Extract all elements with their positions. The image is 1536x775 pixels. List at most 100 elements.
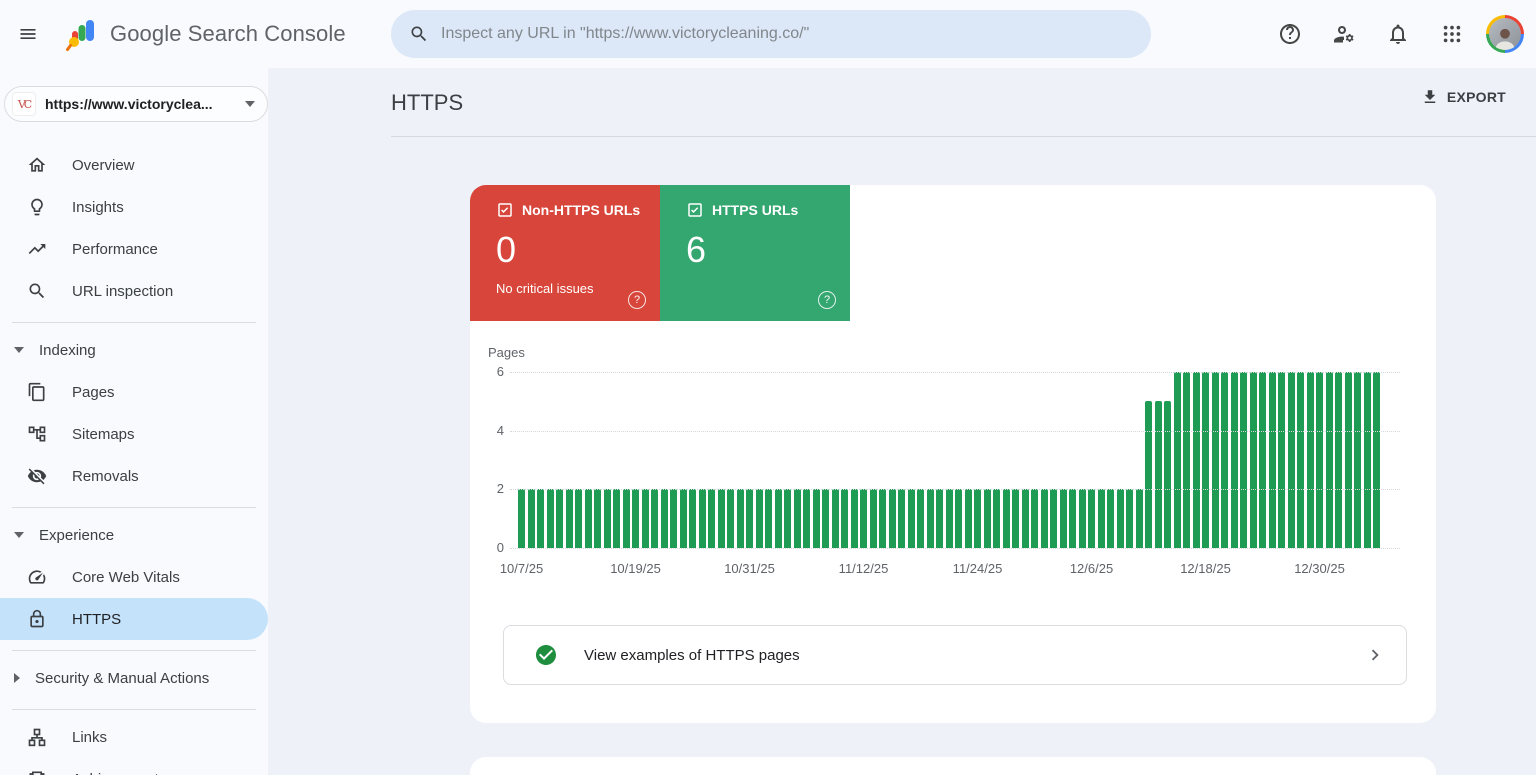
chart-bar[interactable] (945, 489, 953, 548)
chart-bar[interactable] (1050, 489, 1057, 548)
chart-bar[interactable] (936, 489, 943, 548)
chart-bar[interactable] (974, 489, 981, 548)
chart-bar[interactable] (1002, 489, 1010, 548)
chart-bar[interactable] (993, 489, 1000, 548)
chart-bar[interactable] (812, 489, 820, 548)
chart-bar[interactable] (708, 489, 715, 548)
chart-bar[interactable] (1192, 372, 1200, 548)
help-icon[interactable] (1270, 14, 1310, 54)
chart-bar[interactable] (1230, 372, 1238, 548)
sidebar-item-removals[interactable]: Removals (0, 455, 268, 497)
chart-bar[interactable] (1259, 372, 1266, 548)
chart-bar[interactable] (822, 489, 829, 548)
chart-bar[interactable] (1287, 372, 1295, 548)
user-settings-icon[interactable] (1324, 14, 1364, 54)
chart-bar[interactable] (651, 489, 658, 548)
sidebar-item-sitemaps[interactable]: Sitemaps (0, 413, 268, 455)
chart-bar[interactable] (1031, 489, 1038, 548)
chart-bar[interactable] (1344, 372, 1352, 548)
chart-bar[interactable] (698, 489, 706, 548)
chart-bar[interactable] (689, 489, 696, 548)
chart-bar[interactable] (1164, 401, 1171, 548)
sidebar-item-core-web-vitals[interactable]: Core Web Vitals (0, 556, 268, 598)
chart-bar[interactable] (888, 489, 896, 548)
chart-bar[interactable] (1354, 372, 1361, 548)
chart-bar[interactable] (1268, 372, 1276, 548)
chart-bar[interactable] (926, 489, 934, 548)
chart-bar[interactable] (1059, 489, 1067, 548)
chart-bar[interactable] (1325, 372, 1333, 548)
chart-bar[interactable] (860, 489, 867, 548)
chart-bar[interactable] (774, 489, 782, 548)
chart-bar[interactable] (1306, 372, 1314, 548)
chart-bar[interactable] (1088, 489, 1095, 548)
chart-bar[interactable] (1154, 401, 1162, 548)
chart-bar[interactable] (1373, 372, 1380, 548)
chart-bar[interactable] (1249, 372, 1257, 548)
chart-bar[interactable] (1183, 372, 1190, 548)
chart-bar[interactable] (584, 489, 592, 548)
chart-bar[interactable] (917, 489, 924, 548)
chart-bar[interactable] (1107, 489, 1114, 548)
export-button[interactable]: EXPORT (1421, 88, 1506, 106)
chart-bar[interactable] (1173, 372, 1181, 548)
chart-bar[interactable] (1202, 372, 1209, 548)
sidebar-item-overview[interactable]: Overview (0, 144, 268, 186)
chart-bar[interactable] (575, 489, 582, 548)
chart-bar[interactable] (955, 489, 962, 548)
chart-bar[interactable] (660, 489, 668, 548)
menu-icon[interactable] (6, 12, 50, 56)
chart-bar[interactable] (898, 489, 905, 548)
chart-bar[interactable] (869, 489, 877, 548)
chart-bar[interactable] (1069, 489, 1076, 548)
chart-bar[interactable] (527, 489, 535, 548)
chart-bar[interactable] (1278, 372, 1285, 548)
chart-bar[interactable] (632, 489, 639, 548)
sidebar-item-achievements[interactable]: Achievements (0, 758, 268, 775)
chart-bar[interactable] (518, 489, 525, 548)
chart-bar[interactable] (803, 489, 810, 548)
google-apps-grid-icon[interactable] (1432, 14, 1472, 54)
chart-bar[interactable] (850, 489, 858, 548)
checkbox-checked-icon[interactable] (496, 201, 514, 219)
chart-bar[interactable] (679, 489, 687, 548)
chart-bar[interactable] (793, 489, 801, 548)
sidebar-section-security-manual-actions[interactable]: Security & Manual Actions (0, 657, 268, 699)
sidebar-item-pages[interactable]: Pages (0, 371, 268, 413)
chart-bar[interactable] (613, 489, 620, 548)
chart-bar[interactable] (1211, 372, 1219, 548)
chart-bar[interactable] (907, 489, 915, 548)
sidebar-section-experience[interactable]: Experience (0, 514, 268, 556)
chart-bar[interactable] (1297, 372, 1304, 548)
chart-bar[interactable] (670, 489, 677, 548)
help-circle-icon[interactable]: ? (818, 291, 836, 309)
chart-bar[interactable] (1012, 489, 1019, 548)
chart-bar[interactable] (546, 489, 554, 548)
chart-bar[interactable] (727, 489, 734, 548)
chart-bar[interactable] (1126, 489, 1133, 548)
chart-bar[interactable] (537, 489, 544, 548)
chart-bar[interactable] (1097, 489, 1105, 548)
chart-bar[interactable] (717, 489, 725, 548)
chart-bar[interactable] (784, 489, 791, 548)
chart-bar[interactable] (1221, 372, 1228, 548)
chart-bar[interactable] (1135, 489, 1143, 548)
help-circle-icon[interactable]: ? (628, 291, 646, 309)
chart-bar[interactable] (641, 489, 649, 548)
checkbox-checked-icon[interactable] (686, 201, 704, 219)
https-card[interactable]: HTTPS URLs 6 ? (660, 185, 850, 321)
chart-bar[interactable] (879, 489, 886, 548)
chart-bar[interactable] (841, 489, 848, 548)
sidebar-item-links[interactable]: Links (0, 716, 268, 758)
sidebar-section-indexing[interactable]: Indexing (0, 329, 268, 371)
chart-bar[interactable] (983, 489, 991, 548)
chart-bar[interactable] (1040, 489, 1048, 548)
view-examples-row[interactable]: View examples of HTTPS pages (503, 625, 1407, 685)
sidebar-item-url-inspection[interactable]: URL inspection (0, 270, 268, 312)
property-selector[interactable]: VC https://www.victoryclea... (4, 86, 268, 122)
chart-bar[interactable] (1116, 489, 1124, 548)
chart-bar[interactable] (1316, 372, 1323, 548)
chart-bar[interactable] (964, 489, 972, 548)
chart-bar[interactable] (746, 489, 753, 548)
sidebar-item-insights[interactable]: Insights (0, 186, 268, 228)
